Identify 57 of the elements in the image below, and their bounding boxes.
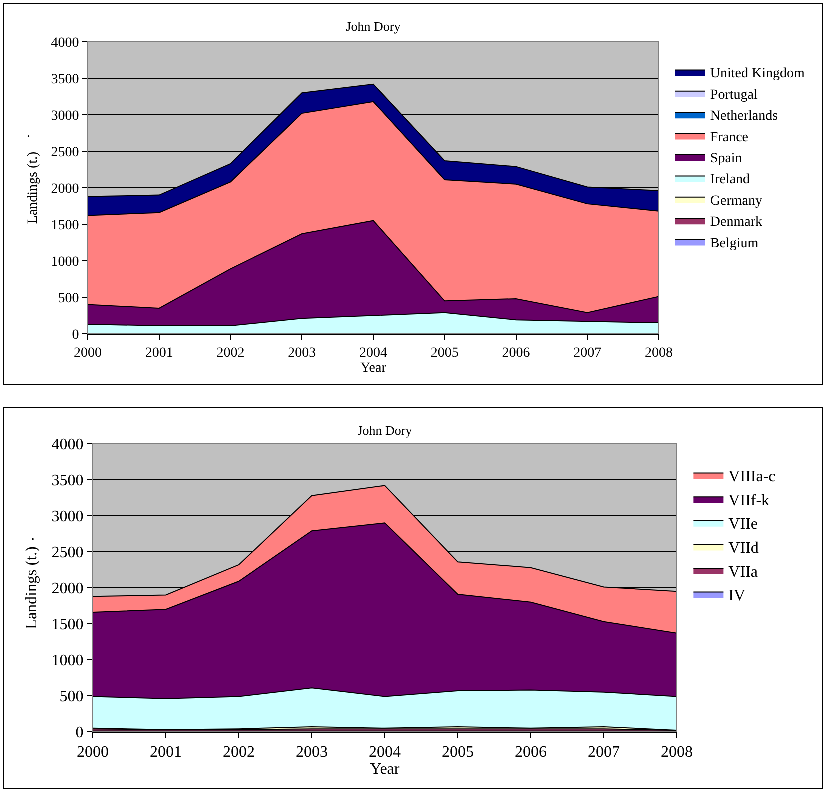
y-tick-label: 3000	[51, 108, 80, 124]
chart-title: John Dory	[346, 19, 402, 34]
y-tick-label: 4000	[52, 436, 84, 454]
legend-label: IV	[728, 588, 746, 605]
legend-label: Belgium	[710, 236, 759, 252]
legend-label: VIId	[728, 540, 759, 557]
text: .	[27, 126, 30, 141]
legend-label: Spain	[710, 151, 742, 166]
text: .	[31, 527, 35, 544]
y-axis-title: Landings (t.)	[26, 152, 41, 224]
y-tick-label: 4000	[51, 36, 80, 51]
legend-label: Ireland	[710, 172, 750, 188]
legend-label: Netherlands	[710, 109, 778, 124]
y-tick-label: 500	[60, 688, 84, 706]
x-tick-label: 2005	[430, 346, 459, 361]
legend-label: VIIf-k	[728, 492, 770, 510]
legend-label: Germany	[710, 194, 763, 209]
x-tick-label: 2006	[502, 346, 530, 361]
legend-label: France	[710, 130, 749, 146]
x-tick-label: 2003	[288, 346, 316, 361]
legend-label: VIIIa-c	[728, 468, 776, 486]
x-tick-label: 2001	[145, 346, 174, 361]
y-tick-label: 3500	[51, 72, 80, 88]
y-tick-label: 500	[58, 291, 80, 306]
x-tick-label: 2004	[360, 346, 388, 361]
x-tick-label: 2004	[369, 744, 401, 762]
x-tick-label: 2008	[645, 346, 673, 361]
y-tick-label: 0	[72, 328, 80, 343]
y-tick-label: 1000	[51, 254, 80, 270]
chart-title: John Dory	[358, 423, 413, 438]
x-tick-label: 2007	[574, 346, 602, 361]
legend-label: VIIa	[728, 564, 758, 581]
x-tick-label: 2002	[216, 346, 245, 361]
y-tick-label: 0	[76, 724, 84, 742]
y-tick-label: 2000	[51, 182, 80, 197]
y-axis-title: Landings (t.)	[24, 546, 41, 630]
x-tick-label: 2002	[223, 744, 255, 762]
y-tick-label: 1500	[51, 218, 80, 234]
x-axis-title: Year	[370, 761, 400, 778]
legend-label: VIIe	[728, 516, 758, 534]
y-tick-label: 2500	[51, 145, 80, 160]
y-tick-label: 1000	[52, 652, 84, 670]
x-tick-label: 2008	[661, 744, 693, 762]
x-tick-label: 2005	[442, 744, 474, 762]
y-tick-label: 1500	[52, 616, 84, 634]
x-tick-label: 2003	[296, 744, 328, 762]
y-tick-label: 3500	[52, 472, 84, 490]
x-axis-title: Year	[360, 360, 387, 376]
x-tick-label: 2001	[150, 744, 182, 762]
y-tick-label: 2000	[52, 580, 84, 598]
legend-label: Portugal	[710, 88, 758, 103]
x-tick-label: 2006	[515, 744, 547, 762]
y-tick-label: 3000	[52, 508, 84, 526]
legend-label: Denmark	[710, 215, 763, 230]
legend-label: United Kingdom	[710, 66, 806, 82]
x-tick-label: 2007	[588, 744, 620, 762]
y-tick-label: 2500	[52, 544, 84, 562]
